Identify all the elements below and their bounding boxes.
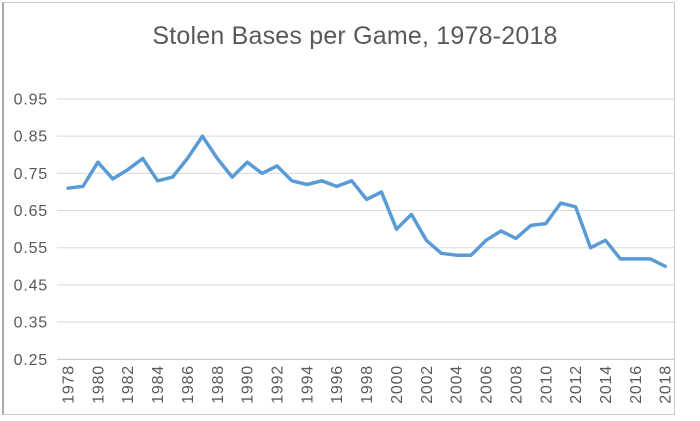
chart-frame [2,2,675,415]
x-axis-tick-label: 1996 [329,365,346,404]
x-axis-tick-label: 2012 [568,365,585,404]
x-axis-tick-label: 1986 [180,365,197,404]
y-axis-tick-label: 0.25 [14,352,48,369]
x-axis-tick-label: 2018 [658,365,675,404]
x-axis-tick-label: 1984 [150,365,167,404]
x-axis-tick-label: 2000 [389,365,406,404]
y-axis-tick-label: 0.85 [14,129,48,146]
x-axis-tick-label: 2006 [479,365,496,404]
y-axis-tick-label: 0.75 [14,166,48,183]
x-axis-tick-label: 1980 [90,365,107,404]
x-axis-tick-label: 1982 [120,365,137,404]
x-axis-tick-label: 2014 [598,365,615,404]
x-axis-tick-label: 1992 [270,365,287,404]
chart-title: Stolen Bases per Game, 1978-2018 [152,22,558,50]
x-axis-tick-label: 2002 [419,365,436,404]
y-axis-tick-label: 0.45 [14,277,48,294]
x-axis-tick-label: 1998 [359,365,376,404]
y-axis-tick-label: 0.65 [14,203,48,220]
y-axis-tick-label: 0.35 [14,315,48,332]
x-axis-tick-label: 2004 [449,365,466,404]
stolen-bases-line-series [66,134,667,269]
x-axis-tick-label: 2008 [508,365,525,404]
y-axis-tick-label: 0.55 [14,240,48,257]
x-axis-tick-label: 1988 [210,365,227,404]
y-axis-tick-label: 0.95 [14,92,48,109]
x-axis-tick-label: 2016 [628,365,645,404]
x-axis-tick-label: 1990 [240,365,257,404]
x-axis-tick-label: 1994 [299,365,316,404]
x-axis-tick-label: 2010 [538,365,555,404]
x-axis-tick-label: 1978 [61,365,78,404]
